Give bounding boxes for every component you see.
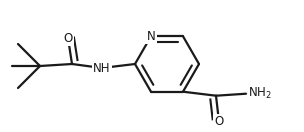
Text: NH: NH bbox=[93, 62, 111, 74]
Text: O: O bbox=[214, 115, 224, 128]
Text: N: N bbox=[147, 30, 155, 43]
Text: O: O bbox=[63, 32, 73, 44]
Text: NH$_2$: NH$_2$ bbox=[248, 86, 272, 101]
